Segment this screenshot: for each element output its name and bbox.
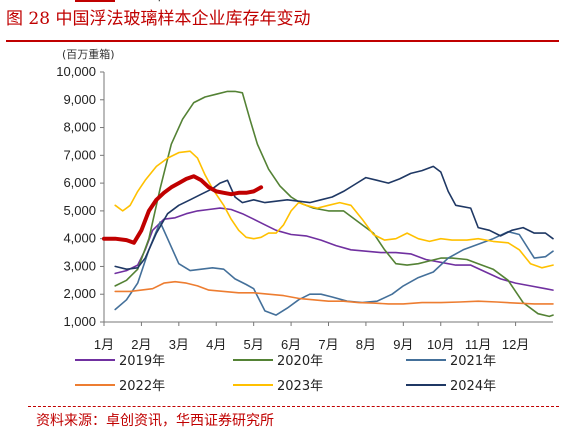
source-divider — [28, 406, 559, 407]
y-tick-label: 5,000 — [63, 203, 96, 218]
title-underline — [6, 40, 559, 42]
legend-label: 2025年 — [119, 0, 165, 4]
y-tick-label: 8,000 — [63, 120, 96, 135]
y-tick-label: 7,000 — [63, 147, 96, 162]
legend-label: 2020年 — [277, 354, 323, 369]
legend: 2019年 2020年 2021年 2022年 2023年 2024年 2025年 — [75, 0, 496, 394]
chart-title: 图 28 中国浮法玻璃样本企业库存年变动 — [6, 9, 311, 29]
y-tick-label: 6,000 — [63, 175, 96, 190]
series-line-2019年 — [114, 207, 554, 291]
source-note: 资料来源：卓创资讯，华西证券研究所 — [36, 413, 274, 429]
series-line-2024年 — [114, 165, 554, 270]
x-tick-label: 3月 — [169, 337, 189, 352]
legend-label: 2023年 — [277, 379, 323, 394]
x-tick-label: 2月 — [131, 337, 151, 352]
series-line-2023年 — [114, 150, 554, 269]
x-tick-label: 1月 — [94, 337, 114, 352]
series-lines — [102, 90, 554, 318]
x-tick-label: 5月 — [244, 337, 264, 352]
legend-label: 2021年 — [450, 354, 496, 369]
x-tick-label: 10月 — [427, 337, 454, 352]
x-axis: 1月 2月 3月 4月 5月 6月 7月 8月 9月 10月 11月 12月 — [94, 321, 553, 352]
y-tick-label: 2,000 — [63, 286, 96, 301]
x-tick-label: 8月 — [356, 337, 376, 352]
series-line-2025年 — [102, 174, 264, 245]
y-axis-unit-label: (百万重箱) — [62, 48, 115, 61]
legend-label: 2019年 — [119, 354, 165, 369]
y-tick-label: 4,000 — [63, 231, 96, 246]
x-tick-label: 11月 — [465, 337, 492, 352]
y-tick-label: 1,000 — [63, 314, 96, 329]
y-tick-label: 9,000 — [63, 92, 96, 107]
y-tick-label: 10,000 — [56, 64, 96, 79]
x-tick-label: 7月 — [318, 337, 338, 352]
legend-label: 2024年 — [450, 379, 496, 394]
series-line-2022年 — [114, 280, 554, 305]
x-tick-label: 4月 — [206, 337, 226, 352]
series-line-2021年 — [114, 221, 554, 316]
series-line-2020年 — [114, 90, 554, 318]
x-tick-label: 12月 — [502, 337, 529, 352]
y-axis: 1,000 2,000 3,000 4,000 5,000 6,000 7,000 8,000… — [56, 64, 105, 329]
x-tick-label: 9月 — [393, 337, 413, 352]
y-tick-label: 3,000 — [63, 258, 96, 273]
x-tick-label: 6月 — [281, 337, 301, 352]
legend-label: 2022年 — [119, 379, 165, 394]
